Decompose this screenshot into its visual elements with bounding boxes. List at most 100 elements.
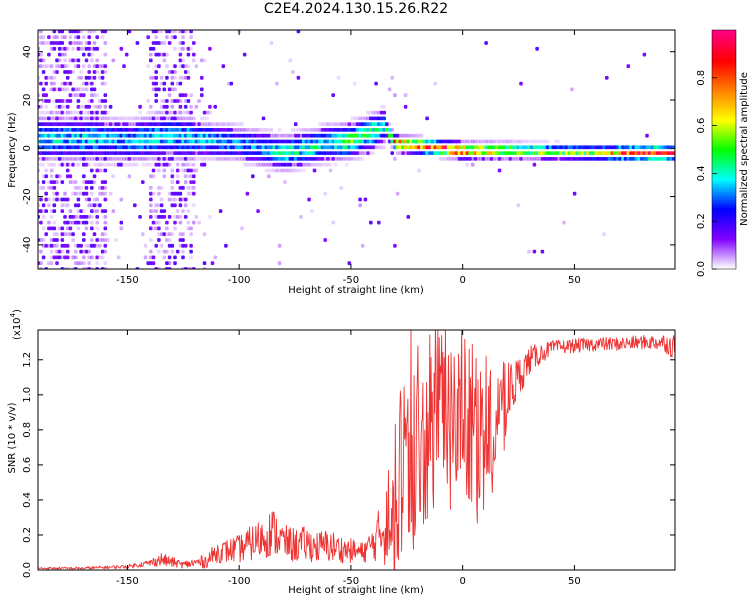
spectrogram-cell (82, 87, 86, 92)
x-tick-label: -100 (228, 576, 251, 587)
spectrogram-cell (299, 151, 303, 155)
spectrogram-cell (457, 139, 462, 144)
spectrogram-cell (170, 70, 175, 74)
spectrogram-cell (167, 116, 172, 121)
colorbar-strip (712, 239, 736, 242)
spectrogram-cell (497, 151, 502, 155)
spectrogram-cell (82, 145, 86, 150)
spectrogram-cell (183, 151, 188, 155)
spectrogram-cell (409, 145, 413, 150)
spectrogram-cell (73, 215, 78, 219)
spectrogram-cell (532, 157, 537, 161)
spectrogram-cell (170, 197, 175, 202)
spectrogram-cell (478, 139, 483, 144)
spectrogram-cell (189, 168, 193, 173)
spectrogram-cell (310, 128, 314, 132)
spectrogram-cell (251, 174, 255, 179)
spectrogram-cell (500, 151, 504, 155)
spectrogram-cell (350, 151, 354, 155)
spectrogram-cell (395, 139, 400, 144)
spectrogram-cell (492, 157, 496, 161)
spectrogram-cell (84, 58, 89, 63)
spectrogram-cell (170, 75, 175, 80)
spectrogram-cell (162, 249, 167, 254)
spectrogram-cell (60, 145, 65, 150)
spectrogram-cell (165, 104, 169, 109)
colorbar-strip (712, 233, 736, 236)
spectrogram-cell (60, 116, 65, 121)
spectrogram-cell (122, 157, 126, 161)
spectrogram-cell (167, 122, 172, 127)
spectrogram-cell (71, 191, 75, 196)
spectrogram-cell (307, 151, 311, 155)
spectrogram-cell (98, 151, 102, 155)
spectrogram-cell (82, 180, 86, 184)
spectrogram-cell (524, 139, 529, 144)
spectrogram-cell (519, 151, 523, 155)
spectrogram-cell (192, 58, 196, 63)
spectrogram-cell (524, 151, 529, 155)
spectrogram-cell (242, 52, 247, 57)
spectrogram-cell (277, 145, 282, 150)
spectrogram-cell (529, 157, 534, 161)
spectrogram-cell (229, 139, 234, 144)
spectrogram-cell (181, 209, 185, 213)
spectrogram-cell (162, 215, 167, 219)
spectrogram-cell (197, 128, 201, 132)
spectrogram-cell (277, 128, 282, 132)
spectrogram-cell (92, 162, 97, 167)
spectrogram-cell (159, 104, 164, 109)
colorbar-strip (712, 199, 736, 202)
spectrogram-cell (135, 128, 140, 132)
spectrogram-cell (149, 215, 153, 219)
spectrogram-cell (52, 41, 57, 45)
spectrogram-cell (355, 128, 360, 132)
colorbar-strip (712, 95, 736, 99)
spectrogram-cell (76, 145, 81, 150)
spectrogram-cell (251, 139, 255, 144)
spectrogram-cell (189, 180, 193, 184)
colorbar-strip (712, 191, 736, 194)
spectrogram-cell (323, 122, 327, 127)
spectrogram-cell (41, 41, 46, 45)
spectrogram-cell (226, 81, 231, 86)
spectrogram-cell (181, 145, 185, 150)
y-tick-label: 20 (22, 94, 33, 107)
spectrogram-cell (186, 52, 191, 57)
spectrogram-cell (170, 110, 175, 115)
spectrogram-cell (564, 151, 569, 155)
spectrogram-cell (141, 157, 145, 161)
spectrogram-cell (39, 151, 43, 155)
spectrogram-cell (315, 151, 319, 155)
spectrogram-cell (186, 157, 191, 161)
spectrogram-cell (52, 180, 57, 184)
spectrogram-cell (100, 145, 105, 150)
spectrogram-cell (100, 151, 105, 155)
spectrogram-cell (395, 191, 400, 196)
spectrogram-cell (259, 133, 263, 138)
spectrogram-cell (192, 162, 196, 167)
spectrogram-cell (124, 116, 129, 121)
spectrogram-cell (192, 116, 196, 121)
spectrogram-cell (256, 145, 260, 150)
spectrogram-cell (170, 99, 175, 103)
spectrogram-cell (328, 145, 333, 150)
spectrogram-cell (529, 145, 534, 150)
spectrogram-cell (82, 116, 86, 121)
spectrogram-cell (318, 128, 322, 132)
spectrogram-cell (540, 139, 545, 144)
spectrogram-cell (200, 58, 204, 63)
spectrogram-cell (267, 168, 271, 173)
spectrogram-cell (519, 157, 523, 161)
spectrogram-cell (146, 35, 150, 40)
spectrogram-cell (84, 110, 89, 115)
spectrogram-cell (248, 145, 252, 150)
spectrogram-cell (293, 162, 298, 167)
colorbar-strip (712, 201, 736, 204)
spectrogram-cell (167, 261, 172, 266)
spectrogram-cell (669, 151, 673, 155)
spectrogram-cell (111, 133, 116, 138)
spectrogram-cell (108, 104, 113, 109)
